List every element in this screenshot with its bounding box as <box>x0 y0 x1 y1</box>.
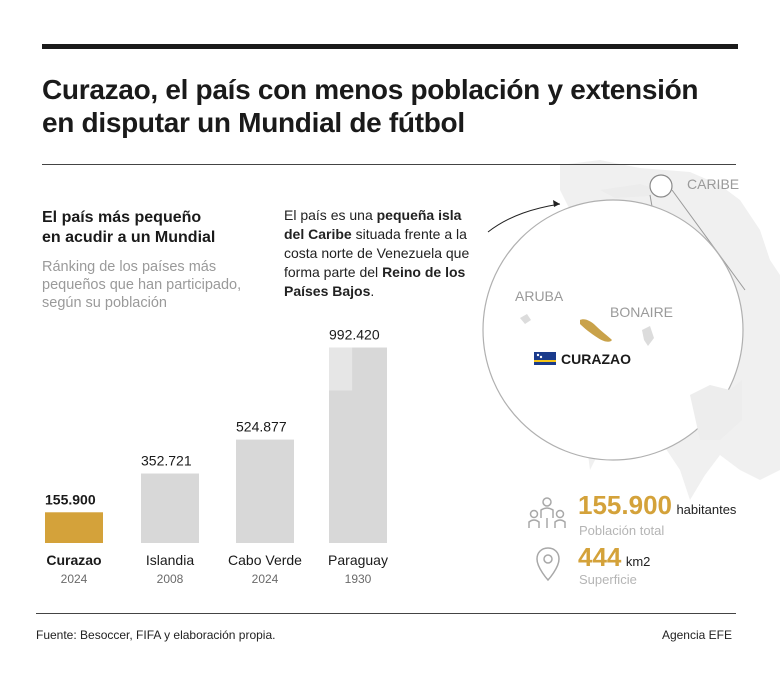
bar-cabo-verde <box>236 439 294 543</box>
chart-heading-line-2: en acudir a un Mundial <box>42 229 216 246</box>
category-label: Islandia <box>146 552 194 568</box>
footer-divider <box>36 613 736 614</box>
year-label: 2008 <box>157 572 184 586</box>
pointer-arrow <box>487 203 561 233</box>
value-label: 155.900 <box>45 491 96 507</box>
bar-curazao <box>45 512 103 543</box>
title-divider <box>42 164 736 165</box>
category-label: Paraguay <box>328 552 388 568</box>
locator-circle <box>649 174 673 198</box>
bar-islandia <box>141 473 199 543</box>
year-label: 2024 <box>61 572 88 586</box>
caribe-label: CARIBE <box>687 176 739 192</box>
bonaire-island <box>642 326 654 346</box>
intro-text-1: El país es una <box>284 207 377 223</box>
population-icon <box>528 497 566 528</box>
area-unit: km2 <box>625 554 651 569</box>
year-label: 1930 <box>345 572 372 586</box>
page-title: Curazao, el país con menos población y e… <box>42 73 732 139</box>
curacao-label: CURAZAO <box>561 351 631 367</box>
location-pin-icon <box>536 547 560 582</box>
zoom-line <box>671 189 746 291</box>
pointer-arrow-head <box>553 200 560 207</box>
category-label: Curazao <box>46 552 101 568</box>
title-line-1: Curazao, el país con menos población y e… <box>42 74 699 105</box>
agency-credit: Agencia EFE <box>661 628 732 642</box>
area-label: Superficie <box>579 572 637 587</box>
chart-subtitle-line-1: Ránking de los países más <box>42 259 217 275</box>
intro-paragraph: El país es una pequeña isla del Caribe s… <box>284 206 484 301</box>
chart-subtitle: Ránking de los países más pequeños que h… <box>42 258 272 312</box>
curacao-island <box>580 319 612 342</box>
chart-subtitle-line-2: pequeños que han participado, <box>42 277 242 293</box>
population-label: Población total <box>579 523 665 538</box>
source-note: Fuente: Besoccer, FIFA y elaboración pro… <box>36 628 276 642</box>
category-label: Cabo Verde <box>228 552 302 568</box>
aruba-label: ARUBA <box>515 288 564 304</box>
population-value: 155.900 <box>578 490 672 520</box>
area-value: 444 <box>578 542 622 572</box>
venezuela-coast <box>690 380 742 440</box>
chart-heading-line-1: El país más pequeño <box>42 209 202 226</box>
caribbean-islands-silhouette <box>600 184 660 198</box>
bar-paraguay-highlight <box>329 347 353 391</box>
bonaire-label: BONAIRE <box>610 304 673 320</box>
value-label: 524.877 <box>236 419 287 435</box>
aruba-island <box>520 314 531 324</box>
top-rule <box>42 44 738 49</box>
stats-panel: 155.900 habitantes Población total 444 k… <box>525 490 765 590</box>
chart-subtitle-line-3: según su población <box>42 295 167 311</box>
title-line-2: en disputar un Mundial de fútbol <box>42 107 465 138</box>
population-bar-chart: 155.900 Curazao 2024 352.721 Islandia 2008 524… <box>45 326 388 586</box>
intro-text-3: . <box>370 283 375 299</box>
chart-heading: El país más pequeño en acudir a un Mundi… <box>42 208 272 248</box>
intro-bold-2: Reino de los Países Bajos <box>284 264 466 299</box>
population-unit: habitantes <box>676 502 737 517</box>
curacao-flag-icon <box>534 352 556 365</box>
value-label: 352.721 <box>141 453 192 469</box>
year-label: 2024 <box>252 572 279 586</box>
value-label: 992.420 <box>329 326 380 342</box>
zoom-circle <box>482 199 744 461</box>
intro-bold-1: pequeña isla del Caribe <box>284 207 462 242</box>
intro-text-2: situada frente a la costa norte de Venez… <box>284 226 470 280</box>
